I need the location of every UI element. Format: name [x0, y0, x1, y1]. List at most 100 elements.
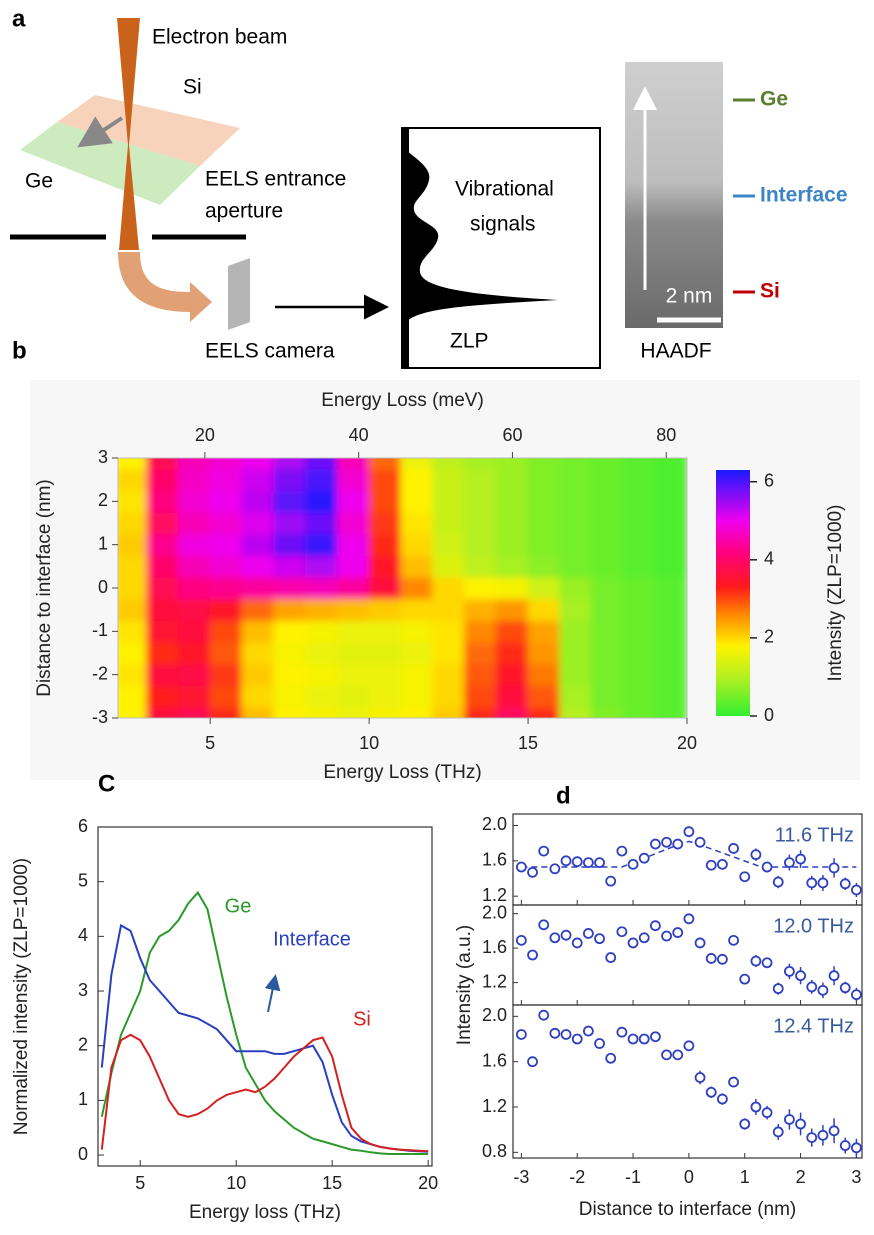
heat-cell	[241, 555, 274, 578]
vibrational-label: signals	[470, 213, 535, 236]
heat-cell	[623, 512, 656, 535]
heat-cell	[273, 598, 306, 621]
heat-cell	[400, 533, 433, 556]
data-point	[539, 920, 548, 929]
y-tick-label: 2	[78, 1034, 88, 1054]
data-point	[640, 1035, 649, 1044]
data-point	[584, 858, 593, 867]
data-point	[651, 921, 660, 930]
heat-cell	[655, 663, 688, 686]
data-point	[785, 858, 794, 867]
heat-cell	[114, 577, 147, 600]
panel-caption: 12.4 THz	[773, 1015, 854, 1037]
data-point	[573, 1035, 582, 1044]
heat-cell	[655, 620, 688, 643]
heat-cell	[273, 533, 306, 556]
heat-cell	[528, 598, 561, 621]
heat-cell	[400, 577, 433, 600]
series-label: Ge	[225, 895, 252, 917]
y-tick-label: -3	[92, 707, 108, 727]
heat-cell	[432, 577, 465, 600]
heat-cell	[241, 620, 274, 643]
heat-cell	[464, 555, 497, 578]
heat-cell	[210, 685, 243, 708]
x-tick-label: 20	[677, 733, 697, 753]
ge-label: Ge	[25, 170, 53, 193]
y-tick-label: 4	[78, 925, 88, 945]
heat-cell	[400, 598, 433, 621]
y-tick-label: 1	[78, 1089, 88, 1109]
heat-cell	[464, 685, 497, 708]
heat-cell	[305, 663, 338, 686]
heat-cell	[655, 490, 688, 513]
heat-cell	[591, 598, 624, 621]
heat-cell	[623, 555, 656, 578]
heat-cell	[241, 512, 274, 535]
heat-cell	[432, 468, 465, 491]
data-point	[774, 984, 783, 993]
x2-tick-label: 60	[502, 425, 522, 445]
heat-cell	[114, 598, 147, 621]
heat-cell	[305, 642, 338, 665]
heat-cell	[210, 663, 243, 686]
heat-cell	[146, 490, 179, 513]
heat-cell	[146, 685, 179, 708]
colorbar-tick-label: 4	[764, 549, 774, 569]
x-tick-label: -3	[513, 1167, 529, 1187]
x-axis-label: Distance to interface (nm)	[579, 1199, 797, 1220]
data-point	[673, 928, 682, 937]
heat-cell	[114, 685, 147, 708]
heat-cell	[655, 598, 688, 621]
heat-cell	[146, 533, 179, 556]
data-point	[562, 1030, 571, 1039]
data-point	[796, 855, 805, 864]
data-point	[796, 971, 805, 980]
y-tick-label: 2.0	[482, 814, 507, 834]
heat-cell	[241, 490, 274, 513]
y-axis-label: Distance to interface (nm)	[34, 479, 55, 697]
heat-cell	[114, 490, 147, 513]
data-point	[729, 1078, 738, 1087]
heat-cell	[464, 642, 497, 665]
heat-cell	[496, 598, 529, 621]
y-tick-label: 1	[98, 533, 108, 553]
heat-cell	[496, 490, 529, 513]
data-point	[617, 927, 626, 936]
heat-cell	[369, 642, 402, 665]
heat-cell	[369, 512, 402, 535]
y-tick-label: 0.8	[482, 1141, 507, 1161]
heat-cell	[210, 620, 243, 643]
heat-cell	[146, 598, 179, 621]
zlp-label: ZLP	[450, 330, 489, 353]
heat-cell	[655, 533, 688, 556]
y-tick-label: 1.6	[482, 850, 507, 870]
heat-cell	[400, 490, 433, 513]
heat-cell	[273, 663, 306, 686]
line-series	[102, 893, 428, 1154]
heat-cell	[432, 512, 465, 535]
data-point	[651, 1032, 660, 1041]
heat-cell	[241, 468, 274, 491]
heat-cell	[496, 663, 529, 686]
heat-cell	[496, 577, 529, 600]
heat-cell	[369, 533, 402, 556]
heat-cell	[146, 577, 179, 600]
heat-cell	[241, 533, 274, 556]
heat-cell	[337, 620, 370, 643]
heat-cell	[210, 490, 243, 513]
heat-cell	[432, 490, 465, 513]
heat-cell	[559, 577, 592, 600]
panel-caption: 12.0 THz	[773, 915, 854, 937]
data-point	[763, 958, 772, 967]
x-tick-label: 10	[359, 733, 379, 753]
data-point	[629, 1035, 638, 1044]
data-point	[785, 967, 794, 976]
data-point	[718, 1095, 727, 1104]
heat-cell	[210, 512, 243, 535]
data-point	[562, 931, 571, 940]
data-point	[662, 838, 671, 847]
heat-cell	[369, 685, 402, 708]
data-point	[796, 1120, 805, 1129]
x-tick-label: 5	[135, 1173, 145, 1193]
heat-cell	[273, 555, 306, 578]
